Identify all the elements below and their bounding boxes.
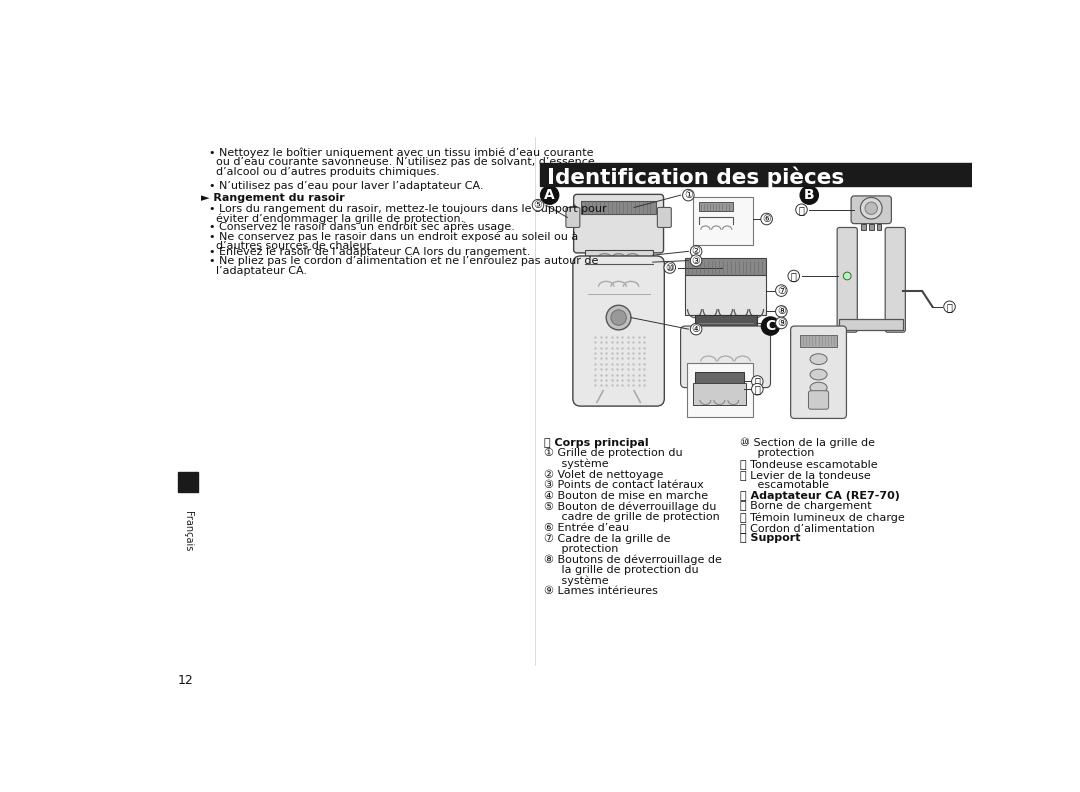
Circle shape xyxy=(843,272,851,280)
Text: 12: 12 xyxy=(177,674,193,687)
FancyBboxPatch shape xyxy=(581,200,656,215)
Text: ⑧: ⑧ xyxy=(777,307,786,317)
Text: d’autres sources de chaleur.: d’autres sources de chaleur. xyxy=(208,242,374,251)
Text: ⑩: ⑩ xyxy=(665,262,674,272)
Text: ⑥ Entrée d’eau: ⑥ Entrée d’eau xyxy=(544,523,630,533)
Circle shape xyxy=(865,202,877,215)
Bar xyxy=(540,163,972,186)
Text: ⑨: ⑨ xyxy=(777,318,786,328)
FancyBboxPatch shape xyxy=(800,334,837,347)
Text: ④: ④ xyxy=(691,324,701,334)
FancyBboxPatch shape xyxy=(694,372,744,383)
Text: ②: ② xyxy=(691,246,701,257)
Text: système: système xyxy=(544,459,609,470)
FancyBboxPatch shape xyxy=(685,258,766,275)
Text: système: système xyxy=(544,576,609,586)
Text: ⑪ Tondeuse escamotable: ⑪ Tondeuse escamotable xyxy=(740,459,877,469)
FancyBboxPatch shape xyxy=(566,208,580,227)
Text: ⑧ Boutons de déverrouillage de: ⑧ Boutons de déverrouillage de xyxy=(544,554,723,565)
FancyBboxPatch shape xyxy=(685,275,766,315)
Text: ⑭ Témoin lumineux de charge: ⑭ Témoin lumineux de charge xyxy=(740,512,904,523)
Text: protection: protection xyxy=(740,448,814,459)
Text: éviter d’endommager la grille de protection.: éviter d’endommager la grille de protect… xyxy=(208,214,464,224)
FancyBboxPatch shape xyxy=(658,208,672,227)
Text: ⑥: ⑥ xyxy=(762,214,771,224)
Ellipse shape xyxy=(810,383,827,393)
FancyBboxPatch shape xyxy=(851,196,891,223)
Text: • Ne pliez pas le cordon d’alimentation et ne l’enroulez pas autour de: • Ne pliez pas le cordon d’alimentation … xyxy=(208,256,598,266)
Text: Ⓒ Support: Ⓒ Support xyxy=(740,533,800,543)
FancyBboxPatch shape xyxy=(572,256,664,406)
Text: ► Rangement du rasoir: ► Rangement du rasoir xyxy=(201,192,345,203)
FancyBboxPatch shape xyxy=(584,249,652,264)
Text: • Ne conservez pas le rasoir dans un endroit exposé au soleil ou à: • Ne conservez pas le rasoir dans un end… xyxy=(208,231,578,242)
Bar xyxy=(177,472,198,493)
Text: d’alcool ou d’autres produits chimiques.: d’alcool ou d’autres produits chimiques. xyxy=(208,167,440,177)
Text: Identification des pièces: Identification des pièces xyxy=(548,166,845,188)
FancyBboxPatch shape xyxy=(877,223,881,230)
Text: ⑦: ⑦ xyxy=(777,286,786,295)
FancyBboxPatch shape xyxy=(839,319,903,330)
FancyBboxPatch shape xyxy=(693,197,754,246)
FancyBboxPatch shape xyxy=(837,227,858,332)
Circle shape xyxy=(861,197,882,219)
FancyBboxPatch shape xyxy=(861,223,866,230)
Text: • Enlevez le rasoir de l’adaptateur CA lors du rangement.: • Enlevez le rasoir de l’adaptateur CA l… xyxy=(208,247,530,257)
Text: ⑭: ⑭ xyxy=(791,271,797,281)
Text: • Lors du rangement du rasoir, mettez-le toujours dans le support pour: • Lors du rangement du rasoir, mettez-le… xyxy=(208,204,606,214)
Text: escamotable: escamotable xyxy=(740,480,828,490)
Text: ⑮: ⑮ xyxy=(946,302,953,312)
Text: • N’utilisez pas d’eau pour laver l’adaptateur CA.: • N’utilisez pas d’eau pour laver l’adap… xyxy=(208,181,483,191)
FancyBboxPatch shape xyxy=(680,326,770,387)
Text: ⑫ Levier de la tondeuse: ⑫ Levier de la tondeuse xyxy=(740,470,870,480)
Text: • Nettoyez le boîtier uniquement avec un tissu imbié d’eau courante: • Nettoyez le boîtier uniquement avec un… xyxy=(208,147,593,158)
Text: ou d’eau courante savonneuse. N’utilisez pas de solvant, d’essence,: ou d’eau courante savonneuse. N’utilisez… xyxy=(208,158,598,167)
Text: ③ Points de contact latéraux: ③ Points de contact latéraux xyxy=(544,480,704,490)
Text: ⑩ Section de la grille de: ⑩ Section de la grille de xyxy=(740,438,875,448)
FancyBboxPatch shape xyxy=(791,326,847,418)
FancyBboxPatch shape xyxy=(573,194,663,253)
FancyBboxPatch shape xyxy=(687,363,754,417)
Circle shape xyxy=(611,310,626,326)
Text: ⓐ Corps principal: ⓐ Corps principal xyxy=(544,438,649,447)
Text: ④ Bouton de mise en marche: ④ Bouton de mise en marche xyxy=(544,491,708,501)
FancyBboxPatch shape xyxy=(869,223,874,230)
Text: • Conservez le rasoir dans un endroit sec après usage.: • Conservez le rasoir dans un endroit se… xyxy=(208,221,514,232)
Text: la grille de protection du: la grille de protection du xyxy=(544,565,699,575)
Text: A: A xyxy=(544,188,555,202)
Text: l’adaptateur CA.: l’adaptateur CA. xyxy=(208,266,307,276)
Text: ⑨ Lames intérieures: ⑨ Lames intérieures xyxy=(544,586,658,596)
Ellipse shape xyxy=(810,354,827,364)
Text: ⑬: ⑬ xyxy=(798,205,805,215)
Text: ③: ③ xyxy=(691,256,701,265)
Text: ⑬ Borne de chargement: ⑬ Borne de chargement xyxy=(740,501,872,512)
Text: ⑪: ⑪ xyxy=(755,376,760,386)
Text: ⑦ Cadre de la grille de: ⑦ Cadre de la grille de xyxy=(544,533,671,544)
FancyBboxPatch shape xyxy=(886,227,905,332)
Text: ⑮ Cordon d’alimentation: ⑮ Cordon d’alimentation xyxy=(740,523,874,533)
Text: Ⓑ Adaptateur CA (RE7-70): Ⓑ Adaptateur CA (RE7-70) xyxy=(740,491,900,501)
Text: cadre de grille de protection: cadre de grille de protection xyxy=(544,512,720,522)
Text: ⑫: ⑫ xyxy=(755,384,760,394)
Text: Français: Français xyxy=(183,511,192,551)
Text: B: B xyxy=(804,188,814,202)
Text: ⑤: ⑤ xyxy=(534,200,542,210)
Text: ⑤ Bouton de déverrouillage du: ⑤ Bouton de déverrouillage du xyxy=(544,501,716,512)
FancyBboxPatch shape xyxy=(694,315,757,330)
Text: C: C xyxy=(766,319,775,333)
Text: ①: ① xyxy=(684,190,692,200)
Text: ① Grille de protection du: ① Grille de protection du xyxy=(544,448,683,459)
Text: ② Volet de nettoyage: ② Volet de nettoyage xyxy=(544,470,663,480)
FancyBboxPatch shape xyxy=(693,383,745,405)
Ellipse shape xyxy=(810,369,827,380)
FancyBboxPatch shape xyxy=(809,390,828,409)
FancyBboxPatch shape xyxy=(699,202,733,211)
Circle shape xyxy=(606,305,631,330)
Text: protection: protection xyxy=(544,544,619,554)
